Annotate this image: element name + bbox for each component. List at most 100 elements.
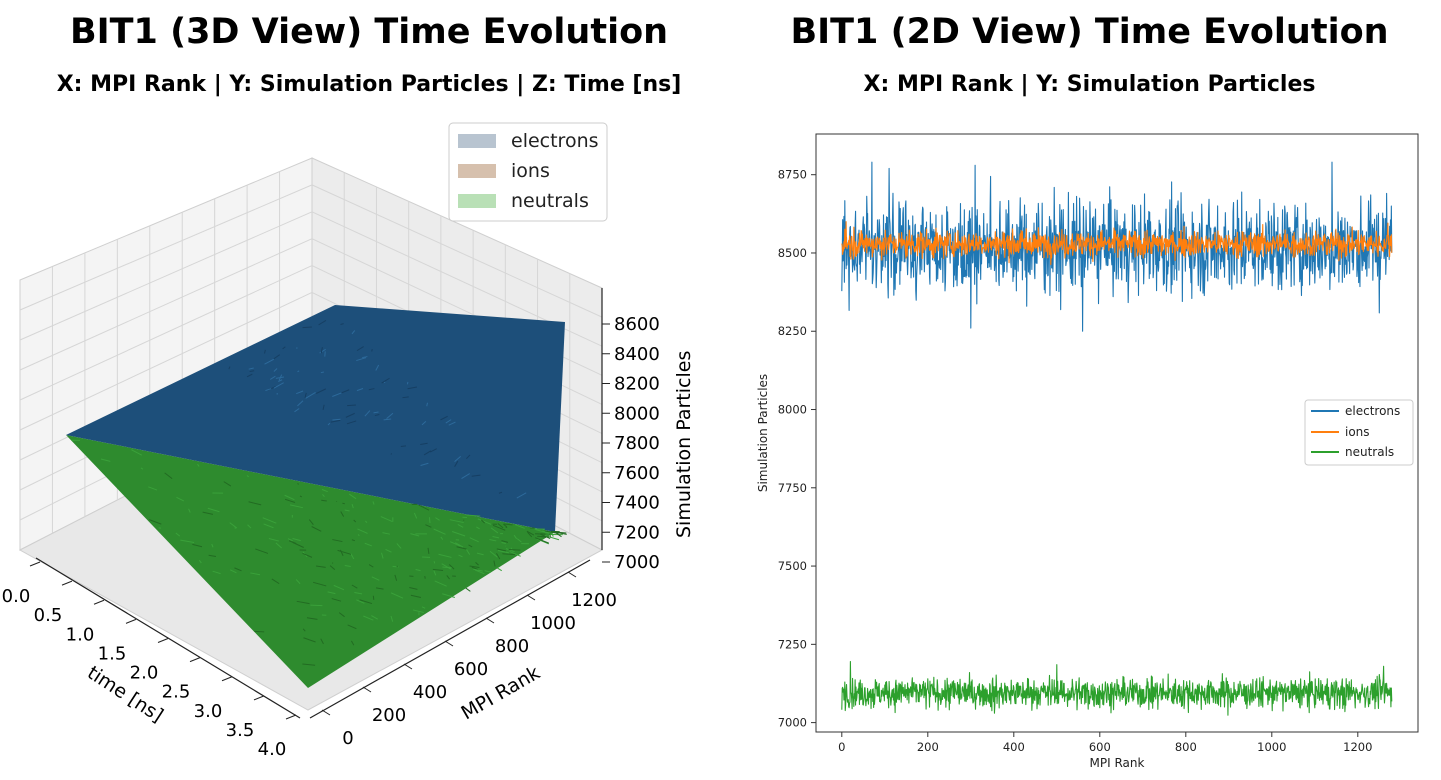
legend-2d-ions-label: ions: [1345, 425, 1370, 439]
texture-stroke: [340, 323, 344, 326]
particle-tick-label: 7400: [614, 493, 660, 514]
texture-stroke: [297, 483, 299, 485]
chart-3d-surface: 7000720074007600780080008200840086000.00…: [2, 122, 695, 760]
texture-stroke: [306, 617, 318, 620]
texture-stroke: [347, 624, 357, 630]
texture-stroke: [212, 570, 221, 575]
texture-stroke: [435, 517, 440, 521]
texture-stroke: [484, 570, 492, 573]
texture-stroke: [294, 408, 300, 413]
texture-stroke: [192, 543, 203, 548]
texture-stroke: [268, 538, 279, 542]
texture-stroke: [433, 528, 446, 535]
texture-stroke: [432, 568, 444, 571]
texture-stroke: [340, 511, 345, 517]
texture-stroke: [433, 570, 437, 576]
rank-tick-label: 600: [454, 659, 488, 680]
texture-stroke: [247, 524, 252, 529]
texture-stroke: [450, 541, 461, 547]
texture-stroke: [554, 531, 562, 538]
texture-stroke: [365, 520, 368, 523]
texture-stroke: [421, 606, 426, 609]
legend-2d-electrons-label: electrons: [1345, 404, 1400, 418]
particle-tick-label: 8000: [614, 403, 660, 424]
time-tick: [29, 561, 41, 567]
time-tick: [285, 714, 297, 720]
texture-stroke: [315, 388, 327, 394]
texture-stroke: [514, 524, 525, 529]
left-chart-title: BIT1 (3D View) Time Evolution: [69, 12, 669, 52]
time-tick-label: 3.0: [194, 701, 223, 722]
texture-stroke: [503, 523, 513, 526]
series-line-ions: [841, 221, 1393, 266]
time-tick: [93, 599, 105, 605]
texture-stroke: [407, 386, 418, 390]
y-tick-label: 7000: [778, 716, 807, 730]
rank-tick: [321, 709, 331, 716]
texture-stroke: [353, 519, 357, 523]
rank-tick-label: 0: [342, 728, 353, 749]
time-tick-label: 4.0: [258, 739, 287, 760]
texture-stroke: [296, 600, 310, 605]
texture-stroke: [320, 347, 323, 354]
texture-stroke: [303, 637, 316, 643]
grid-line: [19, 211, 313, 341]
texture-stroke: [319, 348, 326, 354]
texture-stroke: [329, 565, 336, 570]
texture-stroke: [332, 539, 343, 543]
texture-stroke: [270, 375, 276, 380]
legend-neutrals-swatch: [458, 194, 496, 208]
texture-stroke: [327, 422, 331, 426]
legend-electrons-swatch: [458, 134, 496, 148]
x-tick-label: 800: [1175, 740, 1197, 754]
texture-stroke: [198, 559, 202, 564]
texture-stroke: [469, 537, 479, 543]
texture-stroke: [265, 388, 272, 392]
texture-stroke: [448, 421, 456, 426]
texture-stroke: [188, 508, 191, 513]
texture-stroke: [330, 419, 341, 423]
right-chart-subtitle: X: MPI Rank | Y: Simulation Particles: [863, 72, 1316, 97]
texture-stroke: [321, 489, 328, 493]
texture-stroke: [425, 524, 432, 528]
texture-stroke: [373, 411, 379, 414]
texture-stroke: [496, 553, 501, 560]
texture-stroke: [420, 462, 429, 466]
texture-stroke: [299, 495, 303, 498]
texture-stroke: [477, 518, 492, 525]
texture-stroke: [516, 492, 527, 499]
time-tick-label: 3.5: [226, 720, 255, 741]
texture-stroke: [356, 357, 367, 362]
texture-stroke: [382, 532, 391, 535]
texture-stroke: [400, 445, 407, 448]
texture-stroke: [344, 565, 351, 567]
texture-stroke: [440, 415, 448, 421]
texture-stroke: [418, 504, 430, 511]
texture-stroke: [466, 454, 471, 460]
texture-stroke: [476, 526, 480, 530]
texture-stroke: [390, 453, 393, 455]
particle-tick-label: 8600: [614, 314, 660, 335]
electrons-surface: [66, 305, 565, 532]
texture-stroke: [492, 524, 506, 531]
texture-stroke: [364, 542, 372, 547]
texture-stroke: [534, 537, 549, 544]
time-tick-label: 1.0: [66, 624, 95, 645]
texture-stroke: [338, 612, 345, 618]
texture-stroke: [327, 591, 336, 595]
rank-tick-label: 1200: [571, 590, 617, 611]
texture-stroke: [492, 536, 500, 539]
texture-stroke: [440, 536, 444, 540]
texture-stroke: [262, 517, 277, 524]
texture-stroke: [234, 527, 237, 529]
texture-stroke: [284, 498, 296, 503]
series-lines: [841, 161, 1393, 716]
texture-stroke: [383, 381, 386, 384]
texture-stroke: [501, 541, 506, 544]
texture-stroke: [208, 554, 217, 558]
texture-stroke: [320, 638, 324, 645]
x-tick-label: 0: [838, 740, 845, 754]
texture-stroke: [446, 575, 450, 580]
texture-stroke: [413, 512, 418, 519]
rank-tick: [485, 617, 495, 624]
